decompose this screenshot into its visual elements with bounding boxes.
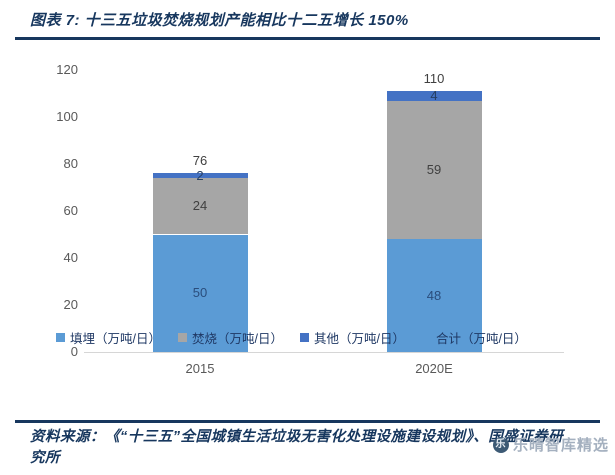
- y-axis-tick-label: 80: [63, 156, 78, 171]
- title-divider-line: [15, 37, 600, 40]
- y-axis-tick-label: 0: [70, 344, 78, 359]
- footer-divider-line: [15, 420, 600, 423]
- legend-item: 其他（万吨/日）: [299, 328, 405, 347]
- bar-segment-value-label: 24: [192, 198, 208, 214]
- legend-label: 填埋（万吨/日）: [70, 332, 161, 346]
- bar-segment: [386, 100, 482, 240]
- legend-swatch-icon: [56, 333, 65, 342]
- legend-label: 焚烧（万吨/日）: [191, 332, 283, 346]
- y-axis-tick-label: 120: [56, 62, 78, 77]
- legend-label: 其他（万吨/日）: [313, 332, 405, 346]
- y-axis-tick-label: 60: [63, 203, 78, 218]
- watermark: 乐 乐晴智库精选: [492, 434, 609, 455]
- x-axis-line: [84, 352, 564, 353]
- source-note: 资料来源：《“十三五”全国城镇生活垃圾无害化处理设施建设规划》、国盛证券研究所: [30, 429, 564, 467]
- legend-item: 焚烧（万吨/日）: [177, 328, 283, 347]
- bar-segment-value-label: 50: [192, 285, 208, 301]
- bar-segment: [152, 173, 248, 179]
- legend-item: 填埋（万吨/日）: [56, 328, 161, 347]
- legend-item: 合计（万吨/日）: [422, 328, 527, 347]
- bar-segment-value-label: 2: [196, 167, 204, 183]
- figure-title: 图表 7: 十三五垃圾焚烧规划产能相比十二五增长 150%: [30, 12, 409, 29]
- y-axis-tick-label: 40: [63, 250, 78, 265]
- y-axis-tick-label: 100: [56, 109, 78, 124]
- bar-segment-value-label: 4: [430, 87, 438, 103]
- legend-label: 合计（万吨/日）: [435, 332, 527, 346]
- bar-total-label: 76: [192, 153, 208, 169]
- bar-segment: [386, 91, 482, 101]
- bar-segment: [152, 178, 248, 235]
- bar-segment: [152, 234, 248, 352]
- chart-legend: 填埋（万吨/日） 焚烧（万吨/日） 其他（万吨/日） 合计（万吨/日）: [56, 328, 527, 347]
- watermark-text: 乐晴智库精选: [512, 437, 609, 454]
- x-axis-category-label: 2015: [185, 361, 215, 376]
- legend-swatch-icon: [422, 333, 431, 342]
- stacked-bar-chart: 0 20 40 60 80 100 120 50 24 2 76 2015 48 59 4 110 2020E: [0, 55, 615, 415]
- x-axis-category-label: 2020E: [415, 361, 453, 376]
- bar-total-label: 110: [423, 71, 445, 87]
- legend-swatch-icon: [177, 333, 187, 342]
- watermark-logo-icon: 乐: [492, 436, 509, 453]
- bar-segment-value-label: 59: [426, 161, 442, 177]
- y-axis-tick-label: 20: [63, 297, 78, 312]
- bar-segment: [386, 239, 482, 352]
- legend-swatch-icon: [299, 333, 309, 342]
- bar-segment-value-label: 48: [426, 287, 442, 303]
